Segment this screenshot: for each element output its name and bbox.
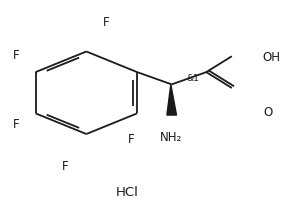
Text: F: F — [128, 133, 135, 146]
Text: &1: &1 — [186, 75, 199, 83]
Text: F: F — [103, 16, 110, 29]
Text: F: F — [13, 49, 20, 62]
Polygon shape — [167, 84, 176, 115]
Text: HCl: HCl — [115, 186, 138, 199]
Text: F: F — [62, 160, 69, 173]
Text: NH₂: NH₂ — [159, 131, 182, 144]
Text: OH: OH — [262, 51, 280, 64]
Text: O: O — [264, 106, 273, 119]
Text: F: F — [13, 118, 20, 131]
